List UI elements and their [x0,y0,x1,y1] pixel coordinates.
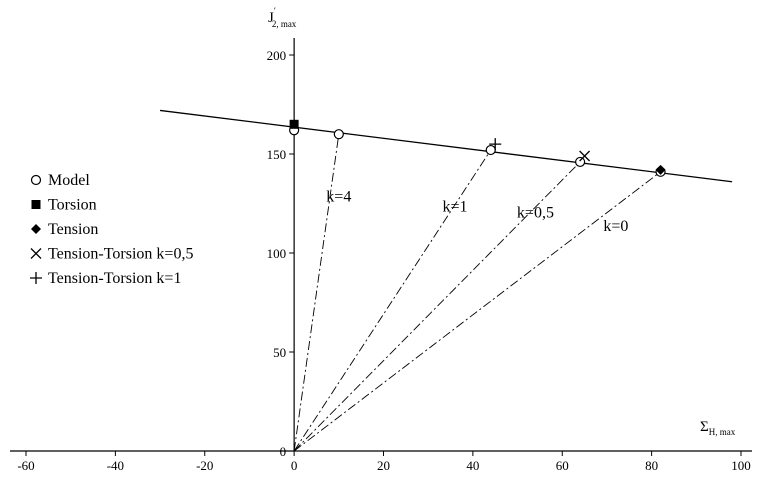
axes [10,38,752,452]
legend-marker-torsion [31,200,41,209]
x-tick-label: 100 [731,458,751,473]
x-tick-label: 20 [377,458,390,473]
x-tick-label: -20 [196,458,213,473]
model-point [575,156,586,168]
ray-label: k=1 [442,198,467,215]
data-markers [289,119,666,177]
x-tick-label: 0 [291,458,298,473]
ray-labels: k=4 k=1 k=0,5 k=0 [326,189,628,236]
y-tick-label: 50 [273,345,286,360]
ray-label: k=4 [326,189,351,206]
fit-line [159,109,733,183]
tension-torsion-k-1-point [489,138,502,151]
legend: Model Torsion Tension Tension-Torsion k=0,5… [30,172,193,287]
y-axis-title: J′ 2, max [268,6,297,29]
y-ticks: 0 50 100 150 200 [267,48,295,459]
y-tick-label: 100 [267,246,287,261]
torsion-point [289,119,299,129]
tension-torsion-k-0-5-point [579,150,591,162]
x-ticks: -60 -40 -20 0 20 40 60 80 100 [17,451,751,473]
x-tick-label: 40 [466,458,479,473]
ray-label: k=0 [603,218,628,235]
ray-label: k=0,5 [517,204,554,221]
x-tick-label: -40 [107,458,124,473]
y-tick-label: 150 [267,147,287,162]
x-tick-label: 60 [556,458,569,473]
legend-label-torsion: Torsion [48,197,97,214]
load-path-ray [293,171,661,452]
model-point [485,144,496,156]
load-path-ray [293,149,492,452]
load-path-ray [293,134,340,452]
legend-label-tension-torsion-k-1: Tension-Torsion k=1 [48,270,181,287]
legend-label-tension-torsion-k-0-5: Tension-Torsion k=0,5 [48,246,193,263]
y-tick-label: 200 [267,48,287,63]
y-tick-label: 0 [280,444,287,459]
x-axis-title: ΣH, max [700,419,736,437]
legend-label-tension: Tension [48,221,98,238]
legend-marker-tension-torsion-k-1 [30,272,42,284]
x-tick-label: -60 [17,458,34,473]
legend-marker-tension-torsion-k-0-5 [30,248,42,259]
x-tick-label: 80 [645,458,658,473]
legend-label-model: Model [48,172,90,189]
load-path-rays [293,134,661,452]
legend-marker-tension [31,224,41,234]
tension-point [655,164,666,175]
legend-marker-model [30,174,42,186]
model-point [333,129,344,140]
